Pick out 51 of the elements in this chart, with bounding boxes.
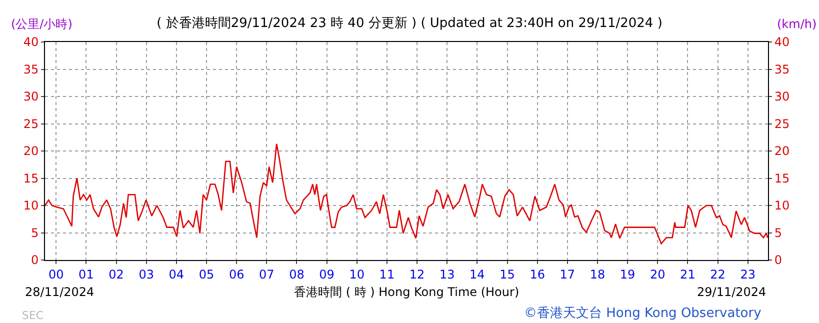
x-tick-label: 10 xyxy=(349,267,365,282)
text: SEC xyxy=(22,309,44,322)
y2-tick-label: 20 xyxy=(774,144,790,158)
x-tick-label: 02 xyxy=(108,267,124,282)
y-tick-label: 0 xyxy=(30,253,39,268)
x-tick-label: 07 xyxy=(259,267,274,282)
y2-tick-label: 10 xyxy=(774,198,790,213)
y2-tick-label: 0 xyxy=(774,253,782,268)
x-tick-label: 11 xyxy=(379,267,395,282)
x-tick-label: 01 xyxy=(78,267,94,282)
y2-tick-label: 5 xyxy=(774,226,782,240)
x-tick-label: 17 xyxy=(560,267,576,282)
x-tick-label: 22 xyxy=(710,267,726,282)
y-tick-label: 10 xyxy=(23,198,39,213)
chart-title: ( 於香港時間29/11/2024 23 時 40 分更新 ) ( Updated at 23:40H on 29/11/2024 ) xyxy=(156,16,662,32)
y-tick-label: 30 xyxy=(23,90,39,104)
y-tick-label: 25 xyxy=(23,116,39,131)
y2-tick-label: 25 xyxy=(774,116,790,131)
x-tick-label: 08 xyxy=(289,267,304,282)
y-tick-label: 15 xyxy=(23,171,39,186)
y-tick-label: 5 xyxy=(30,226,39,240)
y2-tick-label: 30 xyxy=(774,90,790,104)
y-tick-label: 40 xyxy=(23,35,39,50)
x-tick-label: 23 xyxy=(740,267,756,282)
text: ©香港天文台 Hong Kong Observatory xyxy=(524,306,762,321)
x-tick-label: 06 xyxy=(228,267,244,282)
x-axis-title: 香港時間 ( 時 ) Hong Kong Time (Hour) xyxy=(294,285,520,299)
x-tick-label: 20 xyxy=(650,267,666,282)
x-tick-label: 16 xyxy=(530,267,545,282)
text: 28/11/2024 xyxy=(25,285,94,299)
x-tick-label: 00 xyxy=(48,267,64,282)
x-tick-label: 09 xyxy=(319,267,334,282)
x-tick-label: 13 xyxy=(439,267,455,282)
y-tick-label: 20 xyxy=(23,144,39,158)
x-tick-label: 03 xyxy=(138,267,154,282)
y2-tick-label: 35 xyxy=(774,62,790,76)
line-series xyxy=(45,143,768,244)
text: 29/11/2024 xyxy=(697,285,766,299)
x-tick-label: 19 xyxy=(620,267,636,282)
y2-tick-label: 15 xyxy=(774,171,790,186)
x-tick-label: 04 xyxy=(168,267,184,282)
x-tick-label: 21 xyxy=(680,267,696,282)
x-tick-label: 12 xyxy=(409,267,425,282)
y-axis-title: (公里/小時) xyxy=(11,17,72,31)
x-tick-label: 18 xyxy=(590,267,606,282)
y-tick-label: 35 xyxy=(23,62,39,76)
x-tick-label: 14 xyxy=(470,267,485,282)
y2-axis-title: (km/h) xyxy=(777,17,817,31)
y2-tick-label: 40 xyxy=(774,35,790,50)
x-tick-label: 15 xyxy=(500,267,515,282)
x-tick-label: 05 xyxy=(198,267,214,282)
